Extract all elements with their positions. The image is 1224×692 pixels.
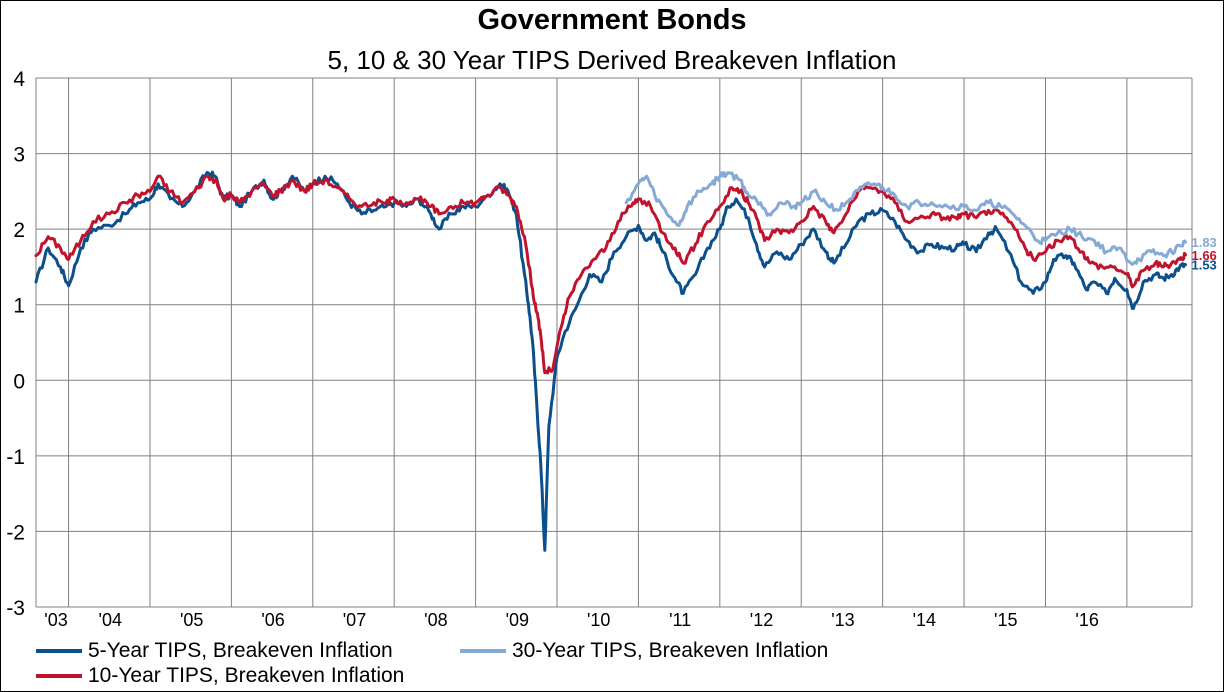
x-tick-label: '06 bbox=[261, 610, 284, 630]
x-tick-label: '10 bbox=[587, 610, 610, 630]
series-lines bbox=[34, 170, 1187, 552]
legend-item-5-year: 5-Year TIPS, Breakeven Inflation bbox=[36, 639, 393, 663]
x-tick-label: '16 bbox=[1075, 610, 1098, 630]
y-tick-label: 0 bbox=[13, 370, 25, 393]
x-tick-label: '09 bbox=[506, 610, 529, 630]
legend-swatch-5-year bbox=[36, 649, 82, 653]
x-tick-label: '04 bbox=[99, 610, 122, 630]
legend-label-30-year: 30-Year TIPS, Breakeven Inflation bbox=[512, 639, 829, 662]
grid-lines bbox=[35, 77, 1193, 608]
end-value-labels: 1.53 1.831.66 bbox=[1191, 235, 1216, 273]
y-tick-label: -3 bbox=[6, 597, 25, 620]
legend-item-30-year: 30-Year TIPS, Breakeven Inflation bbox=[460, 639, 828, 663]
y-tick-label: -2 bbox=[6, 521, 25, 544]
series-5-year-end-label: 1.53 bbox=[1191, 258, 1216, 273]
legend-label-5-year: 5-Year TIPS, Breakeven Inflation bbox=[88, 639, 393, 662]
x-tick-label: '14 bbox=[913, 610, 936, 630]
series-30-year-end-label: 1.83 bbox=[1191, 235, 1216, 250]
series-30-year-line bbox=[624, 171, 1187, 266]
x-tick-label: '15 bbox=[994, 610, 1017, 630]
x-tick-label: '05 bbox=[180, 610, 203, 630]
y-tick-label: 3 bbox=[13, 144, 25, 167]
x-axis-ticks: '03 '04 '05 '06 '07 '08 '09 '10 '11 '12 '13 '14 '15 '… bbox=[44, 610, 1099, 630]
x-tick-label: '11 bbox=[669, 610, 691, 630]
legend-item-10-year: 10-Year TIPS, Breakeven Inflation bbox=[36, 664, 404, 688]
y-tick-label: 2 bbox=[13, 219, 25, 242]
legend-label-10-year: 10-Year TIPS, Breakeven Inflation bbox=[88, 664, 405, 687]
x-tick-label: '08 bbox=[424, 610, 447, 630]
x-tick-label: '12 bbox=[750, 610, 773, 630]
legend-swatch-10-year bbox=[36, 674, 82, 678]
legend-swatch-30-year bbox=[460, 649, 506, 653]
y-tick-label: -1 bbox=[6, 446, 25, 469]
y-tick-label: 4 bbox=[13, 68, 25, 91]
y-tick-label: 1 bbox=[13, 295, 25, 318]
chart-title: Government Bonds bbox=[477, 4, 747, 36]
x-tick-label: '03 bbox=[44, 610, 67, 630]
series-10-year-end-label: 1.66 bbox=[1191, 248, 1216, 263]
y-axis-ticks: 4 3 2 1 0 -1 -2 -3 bbox=[6, 68, 25, 620]
x-tick-label: '13 bbox=[831, 610, 854, 630]
chart-subtitle: 5, 10 & 30 Year TIPS Derived Breakeven I… bbox=[327, 45, 897, 75]
x-tick-label: '07 bbox=[343, 610, 366, 630]
series-10-year-line bbox=[34, 174, 1187, 375]
